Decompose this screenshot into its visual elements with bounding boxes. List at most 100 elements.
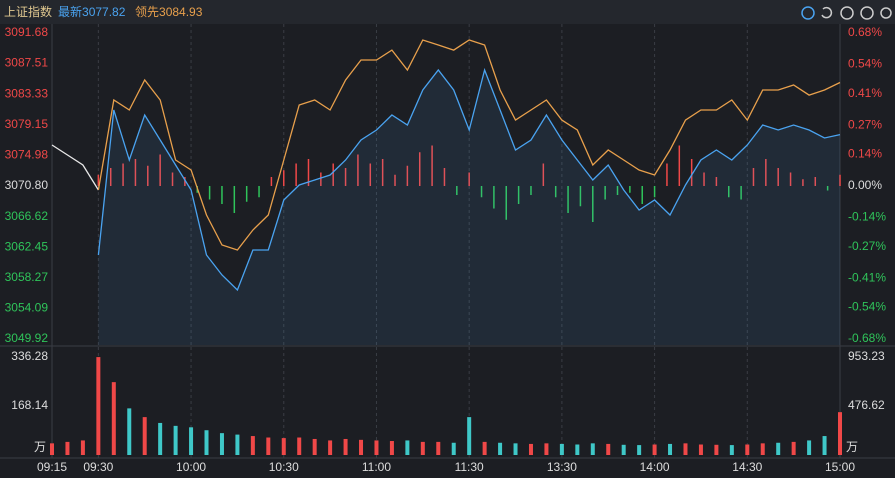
volume-bar <box>807 440 812 455</box>
volume-bar <box>776 442 781 455</box>
volume-bar <box>219 433 224 455</box>
y-tick-label: 3066.62 <box>5 209 49 223</box>
info-button[interactable] <box>801 6 815 20</box>
y-tick-label: 3070.80 <box>5 178 49 192</box>
y-tick-label: 3091.68 <box>5 25 49 39</box>
volume-bar <box>482 441 487 455</box>
volume-unit: 万 <box>846 440 858 454</box>
price-line <box>51 144 99 191</box>
volume-y2-tick-label: 953.23 <box>848 349 885 363</box>
volume-bar <box>142 417 147 455</box>
volume-bar <box>158 422 163 455</box>
volume-bar <box>420 441 425 455</box>
volume-bar <box>513 443 518 455</box>
volume-bar <box>575 444 580 455</box>
volume-bar <box>451 442 456 455</box>
latest-label-text: 最新 <box>58 4 82 19</box>
y-tick-label: 3074.98 <box>5 148 49 162</box>
y2-tick-label: 0.68% <box>848 25 882 39</box>
y-tick-label: 3049.92 <box>5 331 49 345</box>
volume-bar <box>822 436 827 455</box>
price-line <box>97 67 841 292</box>
volume-bar <box>189 427 194 455</box>
volume-bar <box>668 443 673 455</box>
y2-tick-label: -0.41% <box>848 270 886 284</box>
volume-bar <box>698 444 703 455</box>
y-tick-label: 3062.45 <box>5 239 49 253</box>
y-tick-label: 3079.15 <box>5 117 49 131</box>
volume-bar <box>683 443 688 455</box>
x-tick-label: 09:30 <box>83 460 113 474</box>
volume-tick-label: 168.14 <box>11 398 48 412</box>
volume-bar <box>50 443 54 455</box>
volume-bar <box>312 438 317 455</box>
volume-bar <box>65 441 70 455</box>
x-tick-label: 14:00 <box>640 460 670 474</box>
y2-tick-label: 0.27% <box>848 117 882 131</box>
volume-bar <box>745 444 750 455</box>
volume-bar <box>250 436 255 455</box>
volume-bar <box>266 437 271 455</box>
x-tick-label: 14:30 <box>732 460 762 474</box>
lead-label: 领先3084.93 <box>135 5 203 19</box>
volume-unit: 万 <box>34 440 46 454</box>
volume-bar <box>436 441 441 455</box>
volume-bar <box>359 439 364 455</box>
volume-bar <box>235 434 240 455</box>
x-tick-label: 11:00 <box>362 460 391 474</box>
volume-tick-label: 336.28 <box>11 349 48 363</box>
volume-bar <box>204 430 209 455</box>
lead-label-text: 领先 <box>135 5 159 19</box>
y2-tick-label: -0.27% <box>848 239 886 253</box>
header-bar <box>0 0 895 24</box>
latest-label: 最新3077.82 <box>58 4 126 19</box>
y2-tick-label: -0.54% <box>848 300 886 314</box>
volume-bar <box>637 445 642 455</box>
volume-bar <box>467 417 472 455</box>
x-tick-label: 09:15 <box>37 460 67 474</box>
volume-bar <box>80 440 85 455</box>
volume-bar <box>838 412 842 455</box>
y2-tick-label: 0.41% <box>848 86 882 100</box>
volume-bar <box>127 408 132 455</box>
volume-bar <box>621 444 626 455</box>
zoom-out-button[interactable] <box>860 6 874 20</box>
latest-value: 3077.82 <box>82 5 126 19</box>
undo-button[interactable] <box>821 6 833 19</box>
settings-button[interactable] <box>880 7 892 19</box>
y2-tick-label: 0.00% <box>848 178 882 192</box>
lead-value: 3084.93 <box>159 5 203 19</box>
zoom-in-button[interactable] <box>840 6 854 20</box>
volume-bar <box>328 440 333 455</box>
volume-y2-tick-label: 476.62 <box>848 398 885 412</box>
y-tick-label: 3087.51 <box>5 56 49 70</box>
x-tick-label: 13:30 <box>547 460 577 474</box>
price-area <box>98 70 840 345</box>
x-tick-label: 10:30 <box>269 460 299 474</box>
volume-bar <box>729 445 734 455</box>
y-tick-label: 3058.27 <box>5 270 49 284</box>
volume-bar <box>528 443 533 455</box>
volume-bar <box>343 438 348 455</box>
y2-tick-label: -0.68% <box>848 331 886 345</box>
y-tick-label: 3054.09 <box>5 301 49 315</box>
y-tick-label: 3083.33 <box>5 86 49 100</box>
toolbar <box>801 6 892 20</box>
volume-bar <box>374 440 379 455</box>
volume-bar <box>498 442 503 455</box>
volume-bar <box>405 440 410 455</box>
volume-bar <box>173 425 178 455</box>
volume-bar <box>652 444 657 455</box>
price-line <box>97 39 841 251</box>
x-tick-label: 15:00 <box>825 460 855 474</box>
index-name: 上证指数 <box>4 4 52 19</box>
volume-bar <box>389 441 394 455</box>
volume-bar <box>606 443 611 455</box>
volume-bar <box>791 441 796 455</box>
volume-bar <box>760 443 765 455</box>
x-tick-label: 10:00 <box>176 460 206 474</box>
y2-tick-label: 0.54% <box>848 57 882 71</box>
volume-bar <box>714 444 719 455</box>
x-tick-label: 11:30 <box>455 460 484 474</box>
